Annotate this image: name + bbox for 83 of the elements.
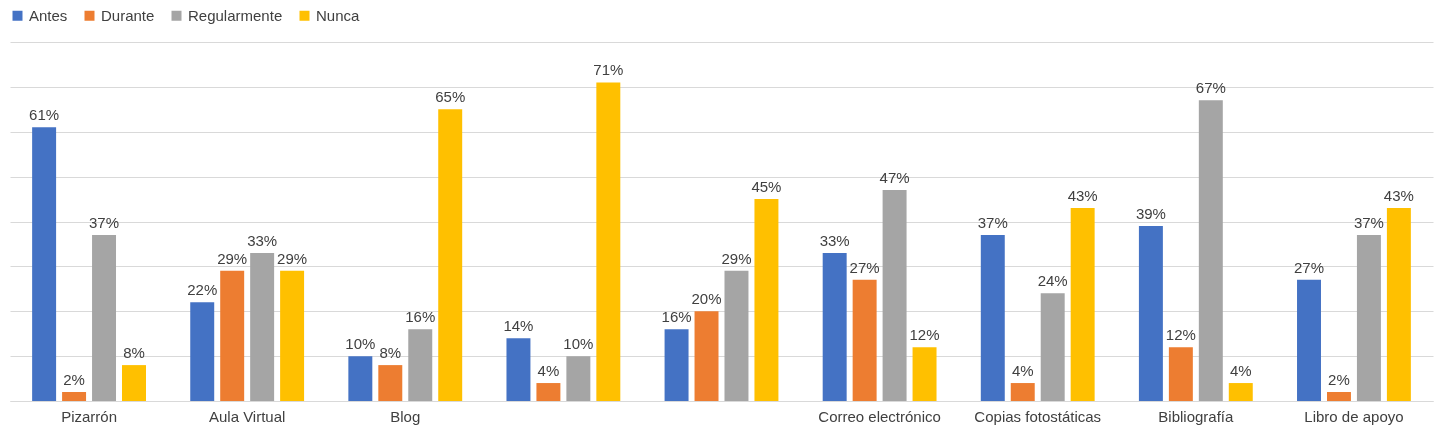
data-label: 29% [217, 249, 248, 267]
data-label: 67% [1195, 79, 1226, 97]
bar [822, 252, 847, 401]
data-label: 22% [187, 281, 218, 299]
data-label: 71% [593, 61, 624, 79]
bar [664, 329, 689, 401]
data-label: 33% [247, 231, 278, 249]
x-tick-label: Blog [390, 407, 421, 425]
data-label: 10% [345, 335, 376, 353]
bar [566, 356, 591, 401]
bar [92, 234, 117, 401]
bar [32, 127, 57, 401]
bar [694, 311, 719, 401]
data-label: 20% [691, 290, 722, 308]
bar [190, 302, 215, 401]
bar [754, 199, 779, 401]
data-label: 12% [909, 326, 940, 344]
x-tick-label: Aula Virtual [208, 407, 286, 425]
bar [1138, 225, 1163, 401]
x-tick-label: Pizarrón [61, 407, 117, 425]
data-label: 37% [977, 213, 1008, 231]
bar [1297, 279, 1321, 401]
x-tick-label: Libro de apoyo [1304, 407, 1404, 425]
bar [250, 252, 275, 401]
x-tick-label: Bibliografía [1158, 407, 1235, 425]
bar [1168, 347, 1193, 401]
data-label: 2% [63, 371, 85, 389]
data-label: 4% [537, 362, 560, 380]
bar [1198, 100, 1223, 401]
data-label: 2% [1328, 371, 1350, 389]
data-label: 16% [661, 308, 692, 326]
data-label: 29% [277, 249, 308, 267]
data-label: 27% [849, 258, 880, 276]
x-tick-label: Correo electrónico [818, 407, 941, 425]
data-label: 24% [1037, 272, 1068, 290]
bar [852, 279, 877, 401]
bar [348, 356, 373, 401]
bar [1356, 234, 1381, 401]
bar [438, 109, 463, 401]
data-label: 10% [563, 335, 594, 353]
bar [724, 270, 749, 401]
legend-label: Antes [29, 6, 68, 24]
bar [506, 338, 531, 401]
data-label: 8% [123, 344, 145, 362]
data-label: 4% [1011, 362, 1034, 380]
data-label: 45% [751, 178, 782, 196]
bar [1386, 208, 1411, 401]
data-label: 65% [435, 88, 466, 106]
data-label: 61% [29, 106, 60, 124]
bar [280, 270, 305, 401]
data-label: 8% [379, 344, 402, 362]
bar [536, 383, 561, 401]
bar [62, 392, 87, 401]
data-label: 12% [1165, 326, 1196, 344]
legend-label: Regularmente [188, 6, 283, 24]
bar [912, 347, 937, 401]
data-label: 39% [1135, 204, 1166, 222]
legend-label: Durante [101, 6, 155, 24]
data-label: 33% [819, 231, 850, 249]
bar [882, 190, 907, 401]
bar [1228, 383, 1253, 401]
bar [1070, 208, 1095, 401]
data-label: 27% [1293, 258, 1325, 276]
bar [378, 365, 403, 401]
bar [220, 270, 245, 401]
data-label: 37% [89, 213, 120, 231]
data-label: 4% [1229, 362, 1252, 380]
x-tick-label: Copias fotostáticas [974, 407, 1102, 425]
data-label: 43% [1383, 187, 1414, 205]
data-label: 47% [879, 169, 910, 187]
data-label: 43% [1067, 187, 1098, 205]
data-label: 16% [405, 308, 436, 326]
data-label: 29% [721, 249, 752, 267]
bar [980, 234, 1005, 401]
bar [596, 82, 621, 401]
bar [1010, 383, 1035, 401]
data-label: 37% [1353, 213, 1384, 231]
bar [1326, 392, 1351, 401]
data-label: 14% [503, 317, 534, 335]
bar [1040, 293, 1065, 401]
bar [408, 329, 433, 401]
legend-label: Nunca [316, 6, 361, 24]
bar [122, 365, 146, 401]
